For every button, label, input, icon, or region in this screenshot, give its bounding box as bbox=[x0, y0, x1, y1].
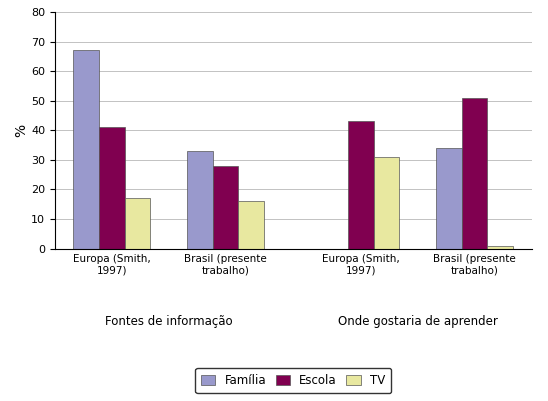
Text: Onde gostaria de aprender: Onde gostaria de aprender bbox=[338, 315, 498, 328]
Legend: Família, Escola, TV: Família, Escola, TV bbox=[195, 368, 391, 393]
Bar bbox=[487, 246, 513, 249]
Bar bbox=[238, 201, 264, 249]
Bar bbox=[436, 148, 462, 249]
Bar bbox=[73, 51, 99, 249]
Text: Fontes de informação: Fontes de informação bbox=[105, 315, 232, 328]
Bar bbox=[187, 151, 213, 249]
Bar bbox=[213, 166, 238, 249]
Bar bbox=[462, 98, 487, 249]
Bar bbox=[124, 198, 150, 249]
Y-axis label: %: % bbox=[14, 124, 28, 137]
Bar bbox=[348, 122, 374, 249]
Bar bbox=[374, 157, 399, 249]
Bar bbox=[99, 128, 124, 249]
